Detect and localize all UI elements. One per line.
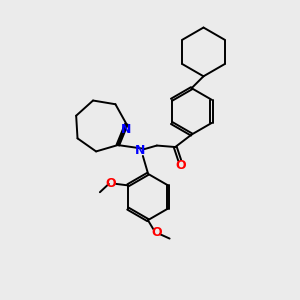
Text: O: O	[152, 226, 162, 239]
Text: N: N	[121, 123, 132, 136]
Text: N: N	[135, 144, 146, 158]
Text: O: O	[175, 159, 186, 172]
Text: O: O	[106, 177, 116, 190]
